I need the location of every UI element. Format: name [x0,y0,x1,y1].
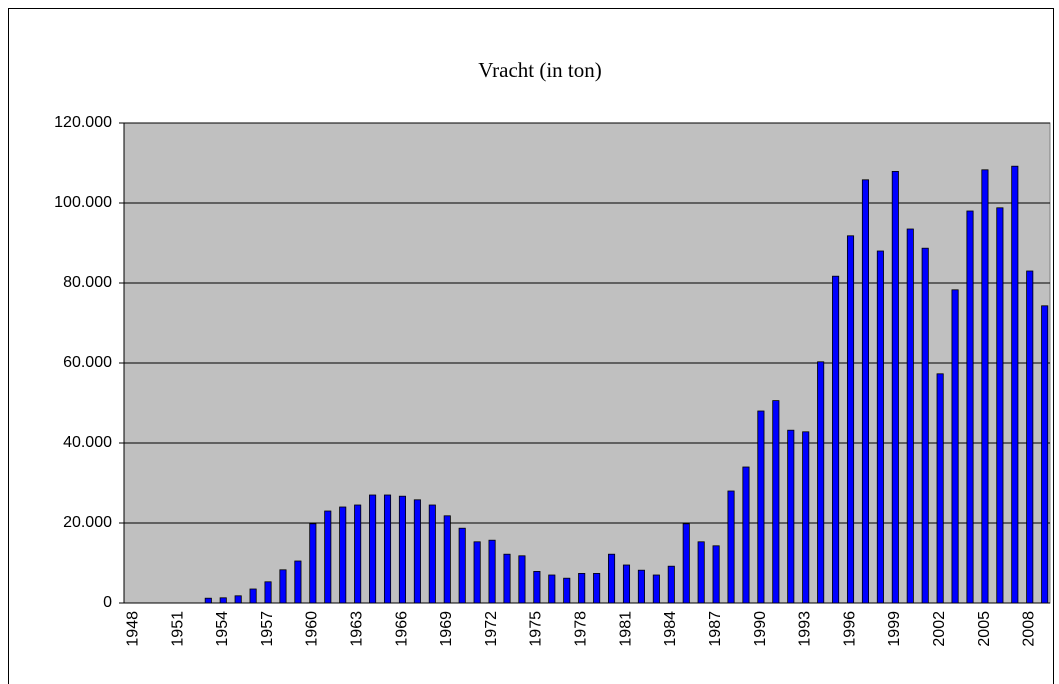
bar [428,504,436,604]
x-tick-label: 1987 [707,611,724,647]
bar [966,210,974,604]
bar [608,553,616,604]
x-tick-label: 1999 [886,611,903,647]
x-tick-label: 1978 [573,611,590,647]
bar [488,539,496,604]
bar [398,495,406,604]
bar [294,560,302,604]
bar [473,541,481,604]
bar [548,574,556,604]
bar [637,569,645,604]
y-tick-label: 40.000 [63,434,112,451]
x-tick-label: 1996 [841,611,858,647]
bar [742,466,750,604]
bar [533,571,541,604]
x-tick-label: 1960 [304,611,321,647]
bar [309,523,317,604]
bar [996,207,1004,604]
bar [593,573,601,604]
bar [891,170,899,604]
x-tick-label: 1948 [124,611,141,647]
bar [339,506,347,604]
bar [817,361,825,604]
bar [682,523,690,604]
x-tick-label: 2008 [1021,611,1038,647]
bar [413,499,421,604]
bar [652,574,660,604]
bar [951,289,959,604]
x-tick-label: 1954 [214,611,231,647]
bar [324,510,332,604]
chart-title: Vracht (in ton) [478,58,602,82]
bar [802,431,810,604]
bar [861,179,869,604]
bar [1026,270,1034,604]
bar [503,553,511,604]
x-tick-label: 1969 [438,611,455,647]
y-tick-label: 20.000 [63,514,112,531]
bar [787,429,795,604]
bar [712,545,720,604]
bar [981,169,989,604]
x-tick-label: 1972 [483,611,500,647]
bar [458,527,466,604]
x-tick-label: 1990 [752,611,769,647]
bar [876,250,884,604]
bar [219,597,227,604]
x-tick-label: 1966 [393,611,410,647]
bar [921,247,929,604]
bar [1011,165,1019,604]
x-tick-label: 1984 [662,611,679,647]
bar [279,569,287,604]
y-tick-label: 0 [103,594,112,611]
bar [204,597,212,604]
bar [697,541,705,604]
x-tick-label: 1993 [797,611,814,647]
x-tick-label: 2005 [976,611,993,647]
bar [369,494,377,604]
x-tick-label: 1975 [528,611,545,647]
x-tick-label: 1957 [259,611,276,647]
bar [906,228,914,604]
bar [249,588,257,604]
y-tick-label: 100.000 [54,194,112,211]
bar [518,555,526,604]
bar [757,410,765,604]
bar [622,564,631,604]
bar [578,573,586,604]
bar [936,373,944,604]
bar [1041,305,1049,604]
x-tick-label: 2002 [931,611,948,647]
bar [667,565,675,604]
bar [354,504,362,604]
bar [727,490,735,604]
bar [846,235,855,604]
y-tick-label: 120.000 [54,114,112,131]
bar [383,494,392,604]
x-tick-label: 1981 [617,611,634,647]
bar [264,581,272,604]
bar [772,400,780,604]
y-tick-label: 60.000 [63,354,112,371]
bar [563,577,571,604]
x-tick-label: 1963 [349,611,366,647]
x-tick-label: 1951 [169,611,186,647]
bar [443,515,451,604]
y-tick-label: 80.000 [63,274,112,291]
bar [234,595,242,604]
bar [832,275,840,604]
